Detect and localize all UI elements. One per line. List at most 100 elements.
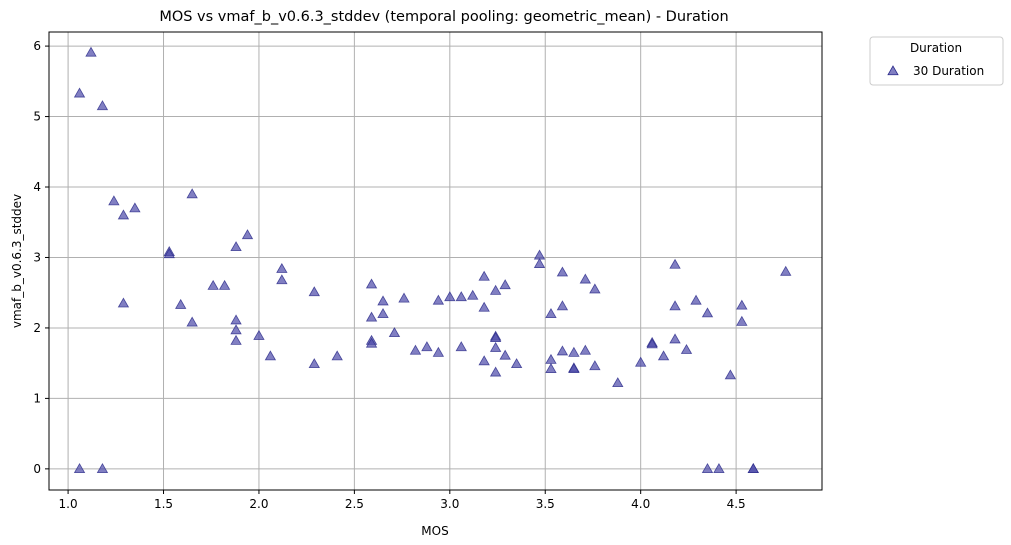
x-tick-label: 3.5 <box>536 497 555 511</box>
data-point <box>568 362 580 373</box>
x-tick-label: 2.5 <box>345 497 364 511</box>
data-point <box>230 324 242 335</box>
plot-area <box>49 32 822 490</box>
data-point <box>308 286 320 297</box>
data-point <box>117 297 130 308</box>
data-point <box>96 100 109 111</box>
data-point <box>747 463 759 474</box>
legend-entry-label: 30 Duration <box>913 64 984 78</box>
data-point <box>186 316 198 327</box>
data-point <box>365 337 378 348</box>
grid-lines <box>49 32 822 490</box>
x-axis-ticks: 1.0 1.5 2.0 2.5 3.0 3.5 4.0 4.5 <box>59 490 746 511</box>
data-point <box>533 258 546 268</box>
data-point <box>736 299 748 310</box>
data-point <box>398 292 410 303</box>
y-tick-label: 2 <box>33 321 41 335</box>
legend-marker-triangle <box>887 65 899 76</box>
data-point <box>556 345 569 356</box>
data-point <box>545 308 557 318</box>
y-axis-ticks: 0 1 2 3 4 5 6 <box>33 39 49 476</box>
data-point <box>634 356 647 367</box>
x-axis-label: MOS <box>421 524 448 538</box>
legend-box <box>869 36 1004 86</box>
data-point <box>207 279 219 290</box>
data-point <box>612 377 624 388</box>
data-point <box>308 358 320 369</box>
data-point <box>85 46 97 57</box>
data-point <box>377 295 389 306</box>
data-point <box>108 195 120 206</box>
data-points <box>73 46 792 474</box>
data-point <box>186 188 198 199</box>
data-point <box>489 331 502 342</box>
data-point <box>489 284 502 295</box>
data-point <box>388 327 401 338</box>
data-point <box>478 270 490 281</box>
data-point <box>701 463 714 474</box>
y-tick-label: 0 <box>33 462 41 476</box>
data-point <box>175 298 187 309</box>
data-point <box>499 349 511 360</box>
data-point <box>129 202 141 213</box>
data-point <box>163 248 175 259</box>
data-point <box>510 358 523 369</box>
data-point <box>365 311 378 322</box>
data-point <box>264 350 277 361</box>
data-point <box>365 278 378 289</box>
data-point <box>432 346 445 357</box>
data-point <box>568 346 580 357</box>
y-tick-label: 4 <box>33 180 41 194</box>
data-point <box>589 360 601 371</box>
x-tick-label: 3.0 <box>440 497 459 511</box>
data-point <box>377 308 389 318</box>
data-point <box>579 344 592 355</box>
plot-frame <box>48 31 823 491</box>
data-point <box>421 341 433 352</box>
data-point <box>432 294 445 305</box>
x-tick-label: 2.0 <box>249 497 268 511</box>
x-tick-label: 1.5 <box>154 497 173 511</box>
data-point <box>736 315 748 326</box>
data-point <box>253 329 265 340</box>
legend: Duration 30 Duration <box>869 36 1004 86</box>
data-point <box>545 362 557 373</box>
chart-title: MOS vs vmaf_b_v0.6.3_stddev (temporal po… <box>159 9 728 25</box>
data-point <box>230 334 242 345</box>
data-point <box>444 291 456 302</box>
data-point <box>241 229 254 240</box>
y-tick-label: 5 <box>33 110 41 124</box>
data-point <box>455 291 467 302</box>
data-point <box>467 289 479 300</box>
data-point <box>276 262 288 273</box>
data-point <box>556 266 569 277</box>
data-point <box>230 241 242 252</box>
data-point <box>230 314 242 325</box>
data-point <box>690 294 702 305</box>
data-point <box>713 463 725 474</box>
x-tick-label: 4.0 <box>631 497 650 511</box>
data-point <box>478 355 490 366</box>
y-tick-label: 1 <box>33 391 41 405</box>
legend-title: Duration <box>910 41 962 55</box>
data-point <box>669 333 681 344</box>
data-point <box>701 307 714 318</box>
data-point <box>556 300 569 311</box>
data-point <box>96 463 109 474</box>
data-point <box>780 265 792 276</box>
x-tick-label: 4.5 <box>727 497 746 511</box>
x-tick-label: 1.0 <box>59 497 78 511</box>
data-point <box>724 369 737 380</box>
data-point <box>331 350 343 361</box>
data-point <box>73 87 86 98</box>
data-point <box>657 350 670 361</box>
data-point <box>499 279 511 290</box>
data-point <box>409 344 422 355</box>
data-point <box>455 341 467 352</box>
data-point <box>489 341 502 352</box>
data-point <box>73 463 86 474</box>
data-point <box>276 274 288 285</box>
y-axis-label: vmaf_b_v0.6.3_stddev <box>10 194 24 328</box>
data-point <box>669 300 681 311</box>
